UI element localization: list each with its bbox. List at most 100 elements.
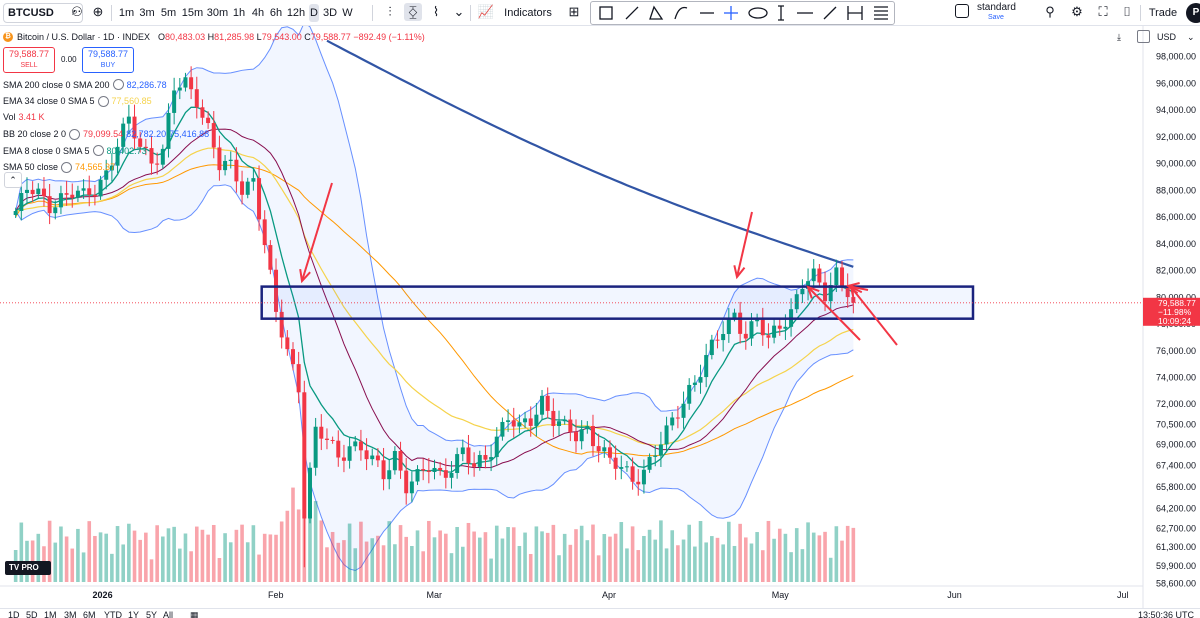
candles-icon[interactable]: ⧰	[404, 3, 422, 21]
interval-5m[interactable]: 5m	[160, 7, 177, 19]
candle-body	[13, 211, 18, 216]
range-all[interactable]: All	[163, 610, 174, 618]
visibility-icon[interactable]	[69, 128, 81, 140]
symbol-search[interactable]: BTCUSD ⌕	[3, 3, 83, 23]
candle-body	[641, 469, 646, 485]
volume-bar	[760, 550, 765, 582]
volume-bar	[557, 555, 561, 582]
range-1d[interactable]: 1D	[8, 610, 20, 618]
chevron-down-icon[interactable]: ⌄	[453, 4, 465, 19]
volume-bar	[194, 526, 199, 582]
measure-tool-icon[interactable]	[847, 6, 863, 20]
sell-button[interactable]: 79,588.77 SELL	[3, 47, 55, 73]
indicator-row[interactable]: EMA 8 close 0 SMA 5 80,402.73	[3, 145, 147, 156]
range-6m[interactable]: 6M	[83, 610, 96, 618]
volume-bar	[347, 523, 352, 582]
time-tick-label: Feb	[268, 590, 284, 600]
trade-button[interactable]: Trade	[1148, 7, 1178, 19]
text-tool-icon[interactable]	[778, 5, 784, 21]
candle-body	[845, 285, 850, 298]
indicators-icon[interactable]: 📈	[477, 4, 495, 19]
visibility-icon[interactable]	[92, 145, 104, 156]
volume-bar	[574, 529, 578, 582]
candle-body	[223, 160, 228, 171]
visibility-icon[interactable]	[97, 95, 109, 107]
candle-body	[607, 447, 612, 458]
layout-name[interactable]: standard	[977, 2, 1016, 13]
chevron-down-icon[interactable]: ⌄	[1187, 32, 1195, 42]
ellipse-tool-icon[interactable]	[748, 7, 768, 19]
collapse-legend-button[interactable]: ⌃	[4, 172, 22, 188]
bar-style-icon[interactable]: ⫶	[388, 4, 392, 19]
crosshair-tool-icon[interactable]	[724, 6, 738, 20]
scroll-icon[interactable]: ⤓	[1117, 32, 1121, 42]
range-ytd[interactable]: YTD	[104, 610, 122, 618]
line-style-icon[interactable]: ⌇	[432, 4, 440, 19]
candle-body	[692, 382, 697, 385]
currency-label[interactable]: USD	[1157, 32, 1177, 42]
candle-body	[432, 467, 437, 472]
interval-6h[interactable]: 6h	[269, 7, 283, 19]
trendline-tool-icon[interactable]	[625, 6, 639, 20]
volume-bar	[727, 521, 731, 582]
visibility-icon[interactable]	[61, 161, 73, 173]
range-1m[interactable]: 1M	[44, 610, 57, 618]
volume-bar	[144, 532, 148, 582]
templates-icon[interactable]: ⊞	[568, 4, 580, 19]
visibility-icon[interactable]	[112, 79, 124, 90]
candle-body	[189, 77, 194, 90]
interval-3d[interactable]: 3D	[322, 7, 338, 19]
indicator-row[interactable]: BB 20 close 2 0 79,099.54 82,782.20 75,416.…	[3, 128, 209, 140]
indicator-row[interactable]: Vol 3.41 K	[3, 112, 45, 122]
interval-4h[interactable]: 4h	[251, 7, 265, 19]
fullscreen-icon[interactable]: ⛶	[1098, 4, 1108, 19]
range-5d[interactable]: 5D	[26, 610, 38, 618]
settings-icon[interactable]: ⚙	[1071, 4, 1083, 19]
add-symbol-icon[interactable]: ⊕	[92, 4, 104, 19]
avatar[interactable]: P	[1186, 3, 1200, 23]
utc-clock: 13:50:36 UTC	[1138, 610, 1195, 618]
layout-icon[interactable]	[955, 4, 969, 18]
candle-body	[743, 333, 748, 339]
interval-1h[interactable]: 1h	[232, 7, 246, 19]
interval-15m[interactable]: 15m	[181, 7, 204, 19]
rectangle-tool-icon[interactable]	[599, 6, 613, 20]
interval-3m[interactable]: 3m	[139, 7, 155, 19]
volume-bar	[828, 557, 833, 582]
interval-12h[interactable]: 12h	[286, 7, 306, 19]
candle-body	[104, 170, 109, 180]
indicator-row[interactable]: EMA 34 close 0 SMA 5 77,560.85	[3, 95, 152, 107]
candle-body	[64, 193, 69, 195]
interval-w[interactable]: W	[342, 7, 353, 19]
log-toggle-icon[interactable]	[1137, 30, 1150, 43]
range-3m[interactable]: 3M	[64, 610, 77, 618]
buy-button[interactable]: 79,588.77 BUY	[82, 47, 134, 73]
save-button[interactable]: Save	[988, 14, 1004, 21]
candle-body	[794, 294, 799, 310]
volume-bar	[364, 541, 369, 582]
indicators-button[interactable]: Indicators	[504, 7, 552, 19]
candle-body	[358, 441, 363, 451]
volume-bar	[466, 522, 471, 582]
candle-body	[421, 469, 426, 471]
indicator-row[interactable]: SMA 50 close 74,565.37	[3, 161, 115, 173]
alert-icon[interactable]: ⚲	[1045, 4, 1055, 19]
volume-bar	[494, 525, 499, 582]
volume-bar	[749, 543, 754, 582]
interval-d[interactable]: D	[309, 4, 319, 22]
interval-30m[interactable]: 30m	[206, 7, 229, 19]
interval-1m[interactable]: 1m	[118, 7, 135, 19]
fib-tool-icon[interactable]	[874, 6, 888, 20]
candle-body	[489, 457, 494, 460]
candle-body	[279, 311, 284, 338]
symbol-menu-icon[interactable]: ⚇	[71, 4, 83, 19]
range-1y[interactable]: 1Y	[128, 610, 140, 618]
price-chart[interactable]: 98,000.00 96,000.00 94,000.00 92,000.00 90,0…	[0, 26, 1200, 618]
calendar-icon[interactable]: ▦	[190, 610, 199, 618]
camera-icon[interactable]: ⌷	[1123, 4, 1131, 19]
triangle-tool-icon[interactable]	[649, 5, 664, 20]
indicator-row[interactable]: SMA 200 close 0 SMA 200 82,286.78	[3, 79, 167, 90]
curve-tool-icon[interactable]	[674, 6, 688, 20]
range-5y[interactable]: 5Y	[146, 610, 158, 618]
arrow-tool-icon[interactable]	[823, 6, 837, 20]
